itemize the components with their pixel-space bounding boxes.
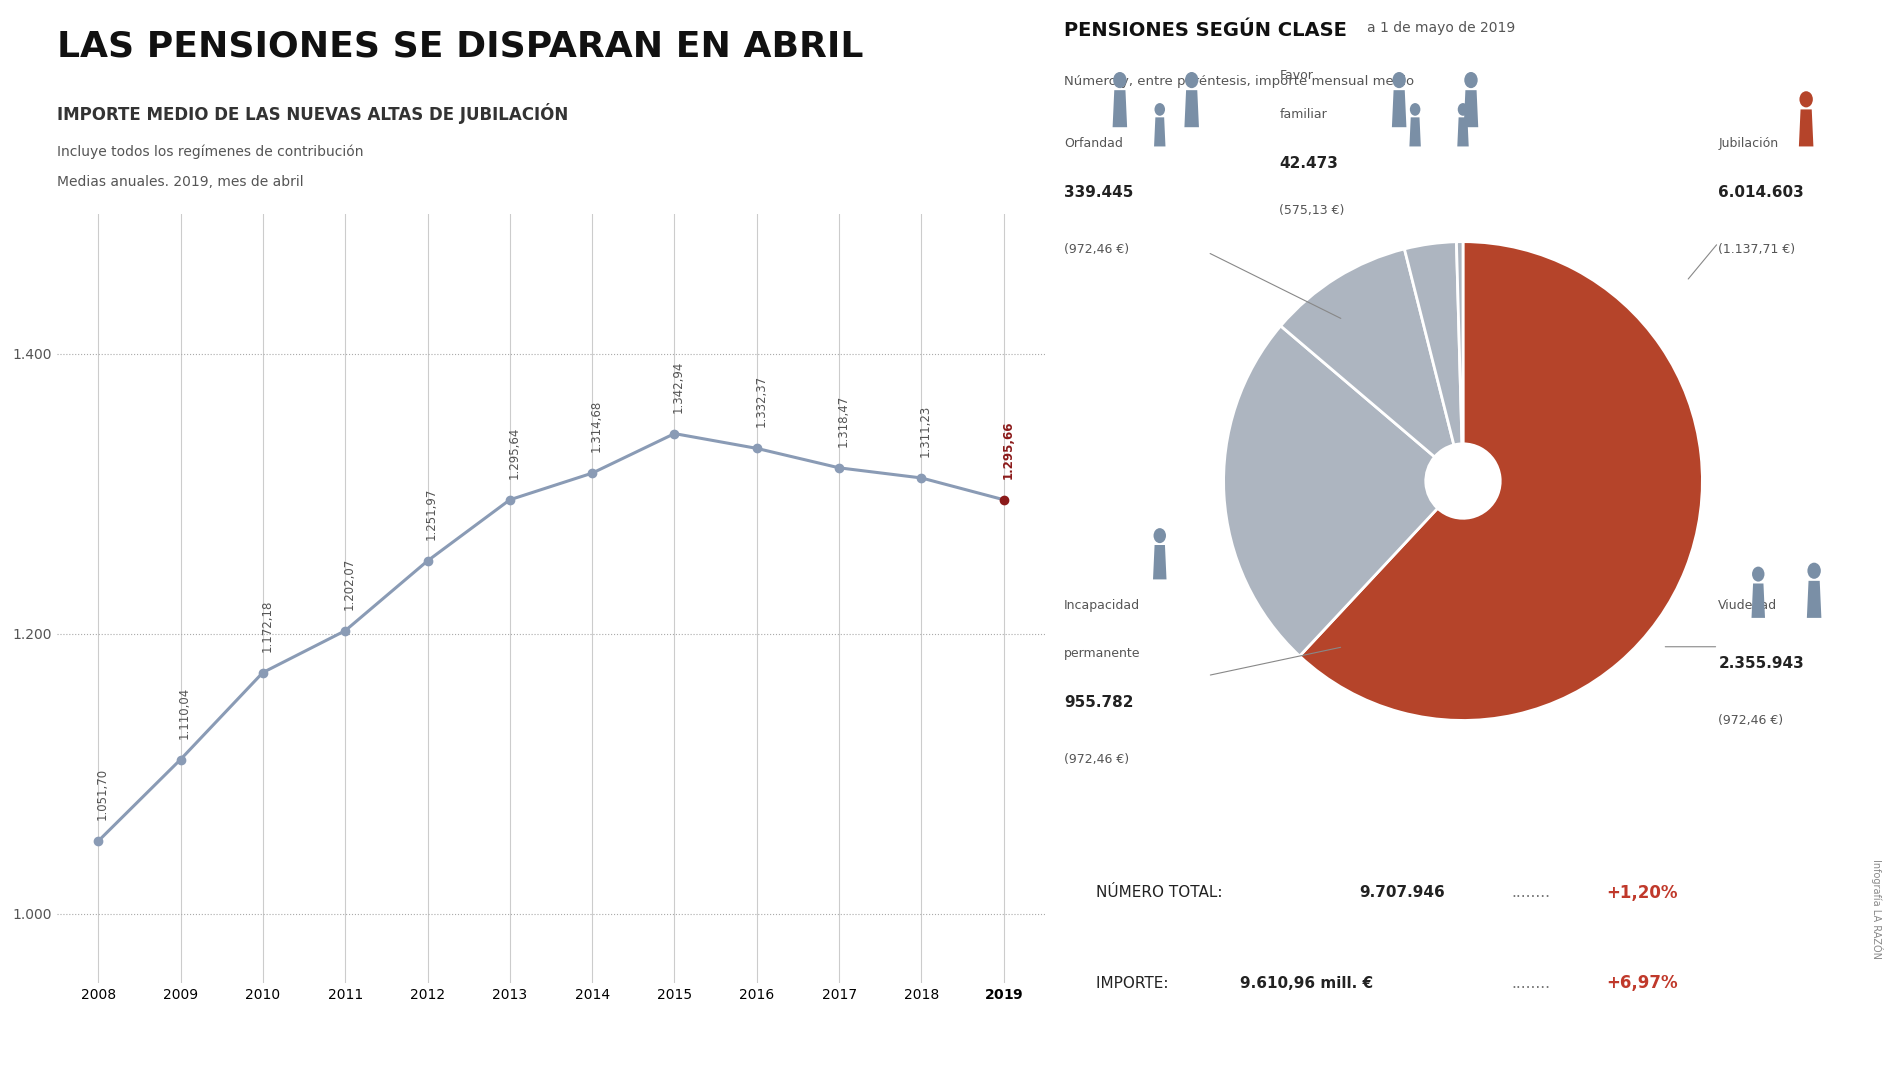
Text: a 1 de mayo de 2019: a 1 de mayo de 2019 <box>1368 21 1516 35</box>
Polygon shape <box>1799 109 1813 146</box>
Text: Medias anuales. 2019, mes de abril: Medias anuales. 2019, mes de abril <box>57 175 304 189</box>
Text: 1.202,07: 1.202,07 <box>342 558 355 609</box>
Text: 339.445: 339.445 <box>1064 185 1134 200</box>
Text: Orfandad: Orfandad <box>1064 137 1123 150</box>
Text: Favor: Favor <box>1279 69 1313 82</box>
Wedge shape <box>1457 242 1463 444</box>
Text: 1.295,64: 1.295,64 <box>507 427 521 479</box>
Text: 9.707.946: 9.707.946 <box>1358 885 1446 900</box>
Text: Infografía LA RAZÓN: Infografía LA RAZÓN <box>1872 858 1883 959</box>
Text: 1.251,97: 1.251,97 <box>426 487 439 540</box>
Text: LAS PENSIONES SE DISPARAN EN ABRIL: LAS PENSIONES SE DISPARAN EN ABRIL <box>57 30 863 64</box>
Polygon shape <box>1457 118 1469 146</box>
Polygon shape <box>1393 90 1406 127</box>
Text: 6.014.603: 6.014.603 <box>1718 185 1805 200</box>
Polygon shape <box>1410 118 1421 146</box>
Polygon shape <box>1153 118 1165 146</box>
Text: 1.342,94: 1.342,94 <box>673 360 686 413</box>
Wedge shape <box>1404 242 1461 445</box>
Polygon shape <box>1463 90 1478 127</box>
Text: Incapacidad: Incapacidad <box>1064 599 1140 611</box>
Polygon shape <box>1153 545 1167 579</box>
Text: 955.782: 955.782 <box>1064 695 1134 710</box>
Text: Incluye todos los regímenes de contribución: Incluye todos los regímenes de contribuc… <box>57 144 363 159</box>
Text: NÚMERO TOTAL:: NÚMERO TOTAL: <box>1096 885 1227 900</box>
Text: Jubilación: Jubilación <box>1718 137 1778 150</box>
Text: Viudedad: Viudedad <box>1718 599 1778 611</box>
Circle shape <box>1153 528 1167 543</box>
Circle shape <box>1457 103 1469 115</box>
Circle shape <box>1752 567 1765 582</box>
Text: 1.311,23: 1.311,23 <box>920 405 933 456</box>
Text: IMPORTE MEDIO DE LAS NUEVAS ALTAS DE JUBILACIÓN: IMPORTE MEDIO DE LAS NUEVAS ALTAS DE JUB… <box>57 104 568 124</box>
Circle shape <box>1465 72 1478 88</box>
Polygon shape <box>1752 584 1765 618</box>
Circle shape <box>1155 103 1165 115</box>
Polygon shape <box>1807 580 1822 618</box>
Text: 1.051,70: 1.051,70 <box>95 768 108 820</box>
Polygon shape <box>1184 90 1199 127</box>
Text: 9.610,96 mill. €: 9.610,96 mill. € <box>1239 976 1372 991</box>
Text: 1.332,37: 1.332,37 <box>754 375 768 428</box>
Polygon shape <box>1113 90 1127 127</box>
Text: familiar: familiar <box>1279 108 1328 121</box>
Text: 1.295,66: 1.295,66 <box>1001 420 1015 479</box>
Circle shape <box>1807 562 1820 578</box>
Wedge shape <box>1281 249 1454 456</box>
Text: 42.473: 42.473 <box>1279 156 1338 171</box>
Text: IMPORTE:: IMPORTE: <box>1096 976 1174 991</box>
Text: Número y, entre paréntesis, importe mensual medio: Número y, entre paréntesis, importe mens… <box>1064 75 1414 89</box>
Wedge shape <box>1224 326 1438 656</box>
Text: +1,20%: +1,20% <box>1607 884 1678 901</box>
Text: 1.172,18: 1.172,18 <box>260 600 274 652</box>
Circle shape <box>1393 72 1406 88</box>
Text: ........: ........ <box>1510 976 1550 991</box>
Circle shape <box>1186 72 1199 88</box>
Text: (1.137,71 €): (1.137,71 €) <box>1718 243 1796 255</box>
Text: PENSIONES SEGÚN CLASE: PENSIONES SEGÚN CLASE <box>1064 21 1347 41</box>
Text: permanente: permanente <box>1064 647 1140 660</box>
Wedge shape <box>1300 242 1702 721</box>
Text: ........: ........ <box>1510 885 1550 900</box>
Text: 1.110,04: 1.110,04 <box>179 686 192 739</box>
Text: 2.355.943: 2.355.943 <box>1718 656 1805 671</box>
Circle shape <box>1113 72 1127 88</box>
Text: (575,13 €): (575,13 €) <box>1279 204 1345 217</box>
Circle shape <box>1799 91 1813 107</box>
Circle shape <box>1410 103 1421 115</box>
Text: 1.318,47: 1.318,47 <box>836 394 849 447</box>
Text: (972,46 €): (972,46 €) <box>1064 753 1129 765</box>
Text: +6,97%: +6,97% <box>1607 974 1678 992</box>
Text: (972,46 €): (972,46 €) <box>1718 714 1784 727</box>
Text: 1.314,68: 1.314,68 <box>589 400 602 452</box>
Text: (972,46 €): (972,46 €) <box>1064 243 1129 255</box>
